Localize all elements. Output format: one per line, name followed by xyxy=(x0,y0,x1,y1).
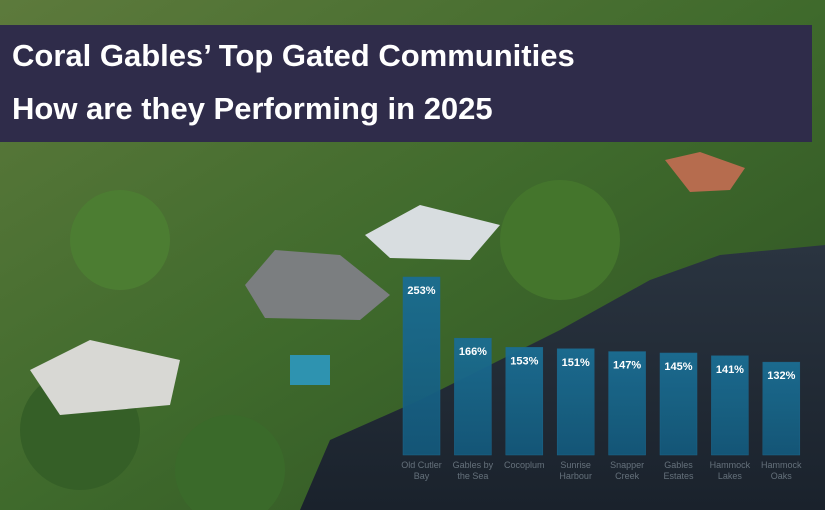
x-tick-label: Cocoplum xyxy=(504,460,545,470)
chart-title: Coral Gables’ Top Gated Communities xyxy=(12,38,575,73)
x-tick-label: Sunrise Harbour xyxy=(559,460,592,481)
tree xyxy=(70,190,170,290)
value-label: 153% xyxy=(510,355,538,367)
bar xyxy=(402,276,441,456)
x-tick-label: Gables Estates xyxy=(663,460,694,481)
value-label: 253% xyxy=(407,285,435,297)
value-label: 166% xyxy=(459,346,487,358)
house-roof xyxy=(365,205,500,260)
value-label: 151% xyxy=(562,357,590,369)
value-label: 132% xyxy=(767,370,795,382)
pool xyxy=(290,355,330,385)
bar xyxy=(556,348,595,456)
bar xyxy=(659,352,698,456)
tree xyxy=(175,415,285,510)
bar xyxy=(505,347,544,456)
x-tick-label: Snapper Creek xyxy=(610,460,645,481)
bar xyxy=(711,355,749,456)
bar xyxy=(608,351,646,456)
x-tick-label: Hammock Lakes xyxy=(709,460,751,481)
house-roof xyxy=(665,152,745,192)
value-label: 141% xyxy=(716,364,744,376)
value-label: 145% xyxy=(664,361,692,373)
tree xyxy=(500,180,620,300)
x-tick-label: Gables by the Sea xyxy=(452,460,494,481)
title-box xyxy=(0,25,812,142)
bar xyxy=(762,361,801,456)
value-label: 147% xyxy=(613,360,641,372)
house-roof xyxy=(245,250,390,320)
x-tick-label: Hammock Oaks xyxy=(761,460,802,481)
x-tick-label: Old Cutler Bay xyxy=(401,460,442,481)
bar xyxy=(454,337,492,456)
house-roof xyxy=(30,340,180,415)
chart-subtitle: How are they Performing in 2025 xyxy=(12,91,493,126)
